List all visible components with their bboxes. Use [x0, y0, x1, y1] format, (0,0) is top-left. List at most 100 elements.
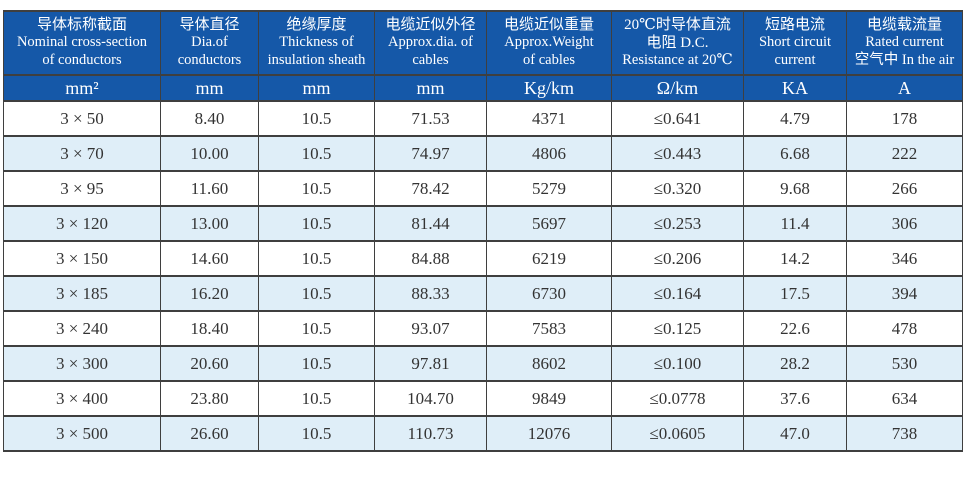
table-cell: 47.0: [743, 415, 847, 452]
table-cell: 306: [846, 205, 963, 242]
table-cell: 4371: [486, 100, 612, 137]
header-approx-diameter: 电缆近似外径 Approx.dia. of cables: [374, 10, 487, 76]
table-row: 3 × 400 23.80 10.5 104.70 9849 ≤0.0778 3…: [3, 380, 963, 417]
table-row: 3 × 240 18.40 10.5 93.07 7583 ≤0.125 22.…: [3, 310, 963, 347]
table-cell: 84.88: [374, 240, 487, 277]
table-cell: 5697: [486, 205, 612, 242]
header-row: 导体标称截面 Nominal cross-section of conducto…: [3, 10, 963, 76]
unit-conductor-diameter: mm: [160, 74, 259, 102]
unit-rated-current: A: [846, 74, 963, 102]
header-dc-resistance: 20℃时导体直流 电阻 D.C. Resistance at 20℃: [611, 10, 744, 76]
table-cell: ≤0.641: [611, 100, 744, 137]
table-row: 3 × 185 16.20 10.5 88.33 6730 ≤0.164 17.…: [3, 275, 963, 312]
table-cell: 88.33: [374, 275, 487, 312]
header-en-label: current: [774, 52, 816, 69]
table-cell: 8.40: [160, 100, 259, 137]
header-rated-current: 电缆载流量 Rated current 空气中 In the air: [846, 10, 963, 76]
table-cell: 10.5: [258, 170, 375, 207]
table-cell: 6219: [486, 240, 612, 277]
table-cell: 23.80: [160, 380, 259, 417]
table-cell: 6.68: [743, 135, 847, 172]
table-cell: 74.97: [374, 135, 487, 172]
unit-row: mm² mm mm mm Kg/km Ω/km KA A: [3, 74, 963, 102]
header-zh-label: 电缆载流量: [866, 17, 942, 34]
header-zh-label: 导体直径: [179, 17, 240, 34]
table-cell: ≤0.100: [611, 345, 744, 382]
table-cell: 4.79: [743, 100, 847, 137]
table-cell: 110.73: [374, 415, 487, 452]
table-cell: ≤0.320: [611, 170, 744, 207]
table-cell: 6730: [486, 275, 612, 312]
table-cell: 16.20: [160, 275, 259, 312]
header-conductor-diameter: 导体直径 Dia.of conductors: [160, 10, 259, 76]
table-cell: 97.81: [374, 345, 487, 382]
unit-insulation-thickness: mm: [258, 74, 375, 102]
header-zh-label: 电缆近似外径: [385, 17, 476, 34]
table-cell: 37.6: [743, 380, 847, 417]
table-cell: 4806: [486, 135, 612, 172]
header-en-label: of cables: [523, 52, 575, 69]
table-cell: 18.40: [160, 310, 259, 347]
table-cell: 3 × 300: [3, 345, 161, 382]
unit-dc-resistance: Ω/km: [611, 74, 744, 102]
table-row: 3 × 300 20.60 10.5 97.81 8602 ≤0.100 28.…: [3, 345, 963, 382]
header-zh-label: 导体标称截面: [36, 17, 127, 34]
table-cell: 634: [846, 380, 963, 417]
header-zh-label: 20℃时导体直流: [624, 16, 731, 33]
table-cell: 81.44: [374, 205, 487, 242]
header-approx-weight: 电缆近似重量 Approx.Weight of cables: [486, 10, 612, 76]
table-cell: 10.00: [160, 135, 259, 172]
table-cell: 17.5: [743, 275, 847, 312]
unit-nominal-cross-section: mm²: [3, 74, 161, 102]
header-zh-label: 短路电流: [764, 17, 825, 34]
table-row: 3 × 120 13.00 10.5 81.44 5697 ≤0.253 11.…: [3, 205, 963, 242]
table-cell: 13.00: [160, 205, 259, 242]
table-header: 导体标称截面 Nominal cross-section of conducto…: [3, 10, 963, 102]
table-cell: ≤0.253: [611, 205, 744, 242]
table-cell: 22.6: [743, 310, 847, 347]
table-cell: 10.5: [258, 135, 375, 172]
cable-specification-table: 导体标称截面 Nominal cross-section of conducto…: [3, 10, 963, 452]
header-en-label: Nominal cross-section: [16, 34, 148, 51]
table-cell: 104.70: [374, 380, 487, 417]
table-cell: 71.53: [374, 100, 487, 137]
table-cell: 3 × 50: [3, 100, 161, 137]
table-cell: 8602: [486, 345, 612, 382]
table-row: 3 × 95 11.60 10.5 78.42 5279 ≤0.320 9.68…: [3, 170, 963, 207]
table-cell: 3 × 95: [3, 170, 161, 207]
unit-approx-weight: Kg/km: [486, 74, 612, 102]
table-cell: 26.60: [160, 415, 259, 452]
table-cell: 10.5: [258, 345, 375, 382]
table-cell: 28.2: [743, 345, 847, 382]
header-nominal-cross-section: 导体标称截面 Nominal cross-section of conducto…: [3, 10, 161, 76]
table-cell: 3 × 240: [3, 310, 161, 347]
table-cell: 346: [846, 240, 963, 277]
table-cell: 478: [846, 310, 963, 347]
header-en-label: conductors: [177, 52, 242, 69]
header-en-label: Approx.dia. of: [388, 34, 473, 51]
table-row: 3 × 70 10.00 10.5 74.97 4806 ≤0.443 6.68…: [3, 135, 963, 172]
table-cell: 14.2: [743, 240, 847, 277]
table-cell: 14.60: [160, 240, 259, 277]
table-cell: 3 × 120: [3, 205, 161, 242]
table-cell: 10.5: [258, 100, 375, 137]
table-cell: 93.07: [374, 310, 487, 347]
table-cell: 12076: [486, 415, 612, 452]
table-cell: 3 × 500: [3, 415, 161, 452]
table-row: 3 × 150 14.60 10.5 84.88 6219 ≤0.206 14.…: [3, 240, 963, 277]
table-cell: ≤0.125: [611, 310, 744, 347]
header-en-label: Rated current: [865, 34, 944, 51]
table-cell: 10.5: [258, 310, 375, 347]
header-en-label: 空气中 In the air: [854, 52, 955, 69]
table-cell: 11.60: [160, 170, 259, 207]
table-cell: 10.5: [258, 205, 375, 242]
header-en-label: of conductors: [42, 52, 122, 69]
unit-short-circuit-current: KA: [743, 74, 847, 102]
table-row: 3 × 50 8.40 10.5 71.53 4371 ≤0.641 4.79 …: [3, 100, 963, 137]
header-en-label: Thickness of: [279, 34, 354, 51]
table-cell: 222: [846, 135, 963, 172]
table-cell: 3 × 150: [3, 240, 161, 277]
table-cell: 3 × 70: [3, 135, 161, 172]
table-cell: 5279: [486, 170, 612, 207]
table-cell: 738: [846, 415, 963, 452]
